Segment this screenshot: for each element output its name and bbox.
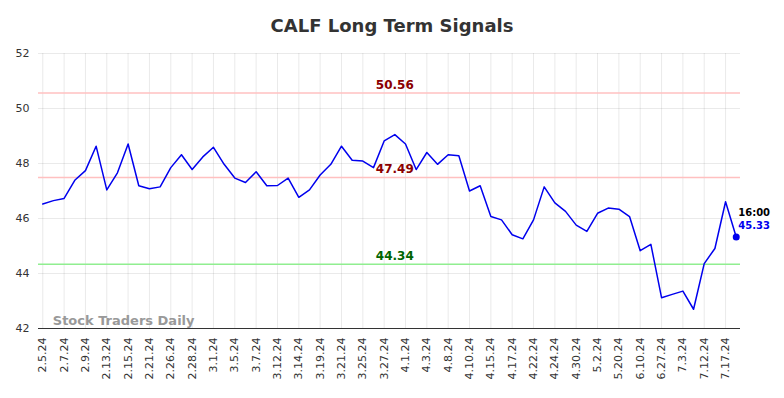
svg-text:4.10.24: 4.10.24 bbox=[463, 338, 476, 380]
svg-text:6.27.24: 6.27.24 bbox=[655, 338, 668, 380]
svg-text:7.17.24: 7.17.24 bbox=[719, 338, 732, 380]
svg-text:50.56: 50.56 bbox=[376, 78, 414, 92]
svg-text:4.1.24: 4.1.24 bbox=[399, 338, 412, 373]
svg-text:3.1.24: 3.1.24 bbox=[207, 338, 220, 373]
svg-text:6.10.24: 6.10.24 bbox=[634, 338, 647, 380]
svg-text:2.7.24: 2.7.24 bbox=[58, 338, 71, 373]
svg-text:3.7.24: 3.7.24 bbox=[250, 338, 263, 373]
svg-text:2.5.24: 2.5.24 bbox=[36, 338, 49, 373]
svg-text:4.8.24: 4.8.24 bbox=[442, 338, 455, 373]
svg-text:4.3.24: 4.3.24 bbox=[420, 338, 433, 373]
svg-text:2.21.24: 2.21.24 bbox=[143, 338, 156, 380]
svg-text:44.34: 44.34 bbox=[376, 249, 414, 263]
svg-text:50: 50 bbox=[16, 102, 30, 115]
svg-text:7.3.24: 7.3.24 bbox=[676, 338, 689, 373]
svg-text:2.13.24: 2.13.24 bbox=[100, 338, 113, 380]
svg-text:4.24.24: 4.24.24 bbox=[548, 338, 561, 380]
svg-text:52: 52 bbox=[16, 47, 30, 60]
svg-text:3.25.24: 3.25.24 bbox=[356, 338, 369, 380]
html-text:CALF Long Term Signals: CALF Long Term Signals bbox=[270, 15, 514, 36]
svg-text:3.5.24: 3.5.24 bbox=[228, 338, 241, 373]
svg-text:2.28.24: 2.28.24 bbox=[186, 338, 199, 380]
svg-text:47.49: 47.49 bbox=[376, 162, 414, 176]
svg-text:4.30.24: 4.30.24 bbox=[570, 338, 583, 380]
svg-text:2.9.24: 2.9.24 bbox=[79, 338, 92, 373]
svg-text:42: 42 bbox=[16, 322, 30, 335]
svg-text:4.17.24: 4.17.24 bbox=[506, 338, 519, 380]
svg-text:5.20.24: 5.20.24 bbox=[612, 338, 625, 380]
svg-text:3.14.24: 3.14.24 bbox=[292, 338, 305, 380]
svg-text:4.15.24: 4.15.24 bbox=[484, 338, 497, 380]
svg-text:48: 48 bbox=[16, 157, 30, 170]
svg-text:44: 44 bbox=[16, 267, 30, 280]
svg-text:Stock Traders Daily: Stock Traders Daily bbox=[53, 313, 195, 328]
svg-text:16:00: 16:00 bbox=[738, 207, 770, 218]
svg-text:45.33: 45.33 bbox=[738, 220, 770, 231]
svg-text:3.19.24: 3.19.24 bbox=[314, 338, 327, 380]
svg-text:46: 46 bbox=[16, 212, 30, 225]
svg-text:2.26.24: 2.26.24 bbox=[164, 338, 177, 380]
svg-text:2.15.24: 2.15.24 bbox=[122, 338, 135, 380]
svg-text:5.2.24: 5.2.24 bbox=[591, 338, 604, 373]
svg-text:3.21.24: 3.21.24 bbox=[335, 338, 348, 380]
svg-text:7.12.24: 7.12.24 bbox=[698, 338, 711, 380]
svg-text:4.22.24: 4.22.24 bbox=[527, 338, 540, 380]
svg-text:3.12.24: 3.12.24 bbox=[271, 338, 284, 380]
svg-text:3.27.24: 3.27.24 bbox=[378, 338, 391, 380]
